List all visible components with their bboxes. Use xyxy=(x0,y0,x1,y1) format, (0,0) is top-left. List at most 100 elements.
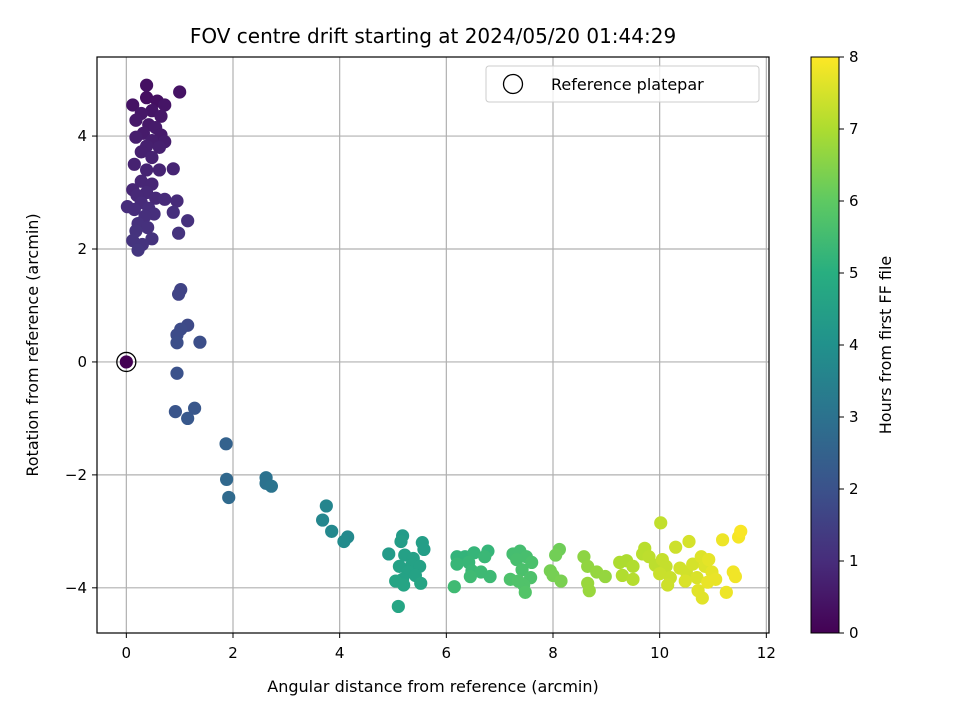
data-point xyxy=(682,534,696,549)
data-point xyxy=(518,585,532,599)
data-point xyxy=(140,91,154,105)
data-point xyxy=(337,534,351,549)
data-point xyxy=(158,98,172,112)
data-point xyxy=(188,401,202,415)
x-axis-title: Angular distance from reference (arcmin) xyxy=(267,677,598,696)
data-point xyxy=(152,140,166,154)
data-point xyxy=(170,194,184,208)
data-point xyxy=(152,163,166,177)
data-point xyxy=(141,220,155,235)
data-point xyxy=(145,150,159,165)
data-point xyxy=(134,145,148,159)
data-point xyxy=(264,479,278,493)
data-point xyxy=(511,574,525,588)
data-point xyxy=(702,552,716,567)
data-point xyxy=(463,569,477,584)
y-tick-label: 4 xyxy=(77,127,87,145)
y-axis-title: Rotation from reference (arcmin) xyxy=(23,213,42,476)
data-point xyxy=(173,85,187,99)
y-gridlines xyxy=(97,135,769,589)
chart-title: FOV centre drift starting at 2024/05/20 … xyxy=(190,24,676,48)
colorbar-ticks: 0 1 2 3 4 5 6 7 8 xyxy=(839,48,859,642)
data-point xyxy=(661,578,675,592)
data-point xyxy=(172,287,186,301)
data-point xyxy=(166,205,180,219)
data-point xyxy=(158,192,172,206)
colorbar-label: Hours from first FF file xyxy=(876,256,895,435)
data-point xyxy=(391,599,405,614)
data-point xyxy=(220,472,234,486)
data-point xyxy=(394,534,408,549)
data-point xyxy=(168,405,182,419)
data-point xyxy=(181,411,195,426)
data-point xyxy=(467,546,481,560)
data-point xyxy=(598,569,612,584)
data-point xyxy=(316,513,330,527)
data-point xyxy=(126,98,140,112)
data-point xyxy=(131,243,145,257)
data-point xyxy=(478,550,492,564)
data-point xyxy=(170,336,184,350)
colorbar-tick-label: 4 xyxy=(849,336,859,354)
data-point xyxy=(382,547,396,561)
data-point xyxy=(669,540,683,554)
legend-entry-reference-platepar: Reference platepar xyxy=(551,75,704,94)
colorbar-tick-label: 3 xyxy=(849,408,859,426)
x-tick-label: 0 xyxy=(122,644,132,662)
x-tick-label: 10 xyxy=(650,644,669,662)
data-point xyxy=(695,591,709,605)
data-point xyxy=(417,542,431,557)
y-tick-label: −2 xyxy=(65,466,87,484)
data-point xyxy=(701,575,715,589)
colorbar-gradient xyxy=(811,57,839,633)
x-gridlines xyxy=(125,57,767,633)
reference-platepar-circle xyxy=(116,351,137,373)
data-point xyxy=(686,557,700,571)
x-tick-label: 6 xyxy=(442,644,452,662)
x-tick-label: 8 xyxy=(548,644,558,662)
data-point xyxy=(127,157,141,171)
data-point xyxy=(319,499,333,513)
data-point xyxy=(140,163,154,177)
data-point xyxy=(222,490,236,505)
colorbar-tick-label: 8 xyxy=(849,48,859,66)
data-point xyxy=(716,533,730,547)
colorbar-tick-label: 0 xyxy=(849,624,859,642)
data-point xyxy=(134,174,148,188)
legend-box xyxy=(485,65,760,103)
data-point xyxy=(127,202,141,217)
legend: Reference platepar xyxy=(485,65,760,103)
scatter-points xyxy=(119,78,748,614)
data-point xyxy=(626,572,640,586)
y-tick-label: 2 xyxy=(77,240,87,258)
data-point xyxy=(728,569,743,584)
data-point xyxy=(554,574,568,588)
data-point xyxy=(397,578,411,592)
colorbar-tick-label: 5 xyxy=(849,264,859,282)
data-point xyxy=(582,584,596,598)
data-point xyxy=(140,78,154,92)
data-point xyxy=(414,576,428,590)
y-tick-label: −4 xyxy=(65,579,87,597)
x-tick-label: 2 xyxy=(228,644,238,662)
colorbar-tick-label: 7 xyxy=(849,120,859,138)
data-point xyxy=(172,226,186,240)
colorbar-tick-label: 2 xyxy=(849,480,859,498)
data-point xyxy=(510,552,524,567)
data-point xyxy=(678,574,692,588)
data-point xyxy=(615,568,629,583)
colorbar: 0 1 2 3 4 5 6 7 8 Hours from first FF file xyxy=(810,48,895,642)
data-point xyxy=(181,214,195,228)
data-point xyxy=(166,162,180,176)
data-point xyxy=(515,563,529,577)
data-point xyxy=(129,113,143,127)
data-point xyxy=(447,580,461,594)
data-point xyxy=(653,567,667,581)
y-axis-ticks: −4 −2 0 2 4 xyxy=(65,127,97,597)
data-point xyxy=(525,555,539,570)
data-point xyxy=(450,557,464,571)
data-point xyxy=(129,130,143,144)
data-point xyxy=(719,585,733,599)
plot-area-frame xyxy=(96,56,770,634)
